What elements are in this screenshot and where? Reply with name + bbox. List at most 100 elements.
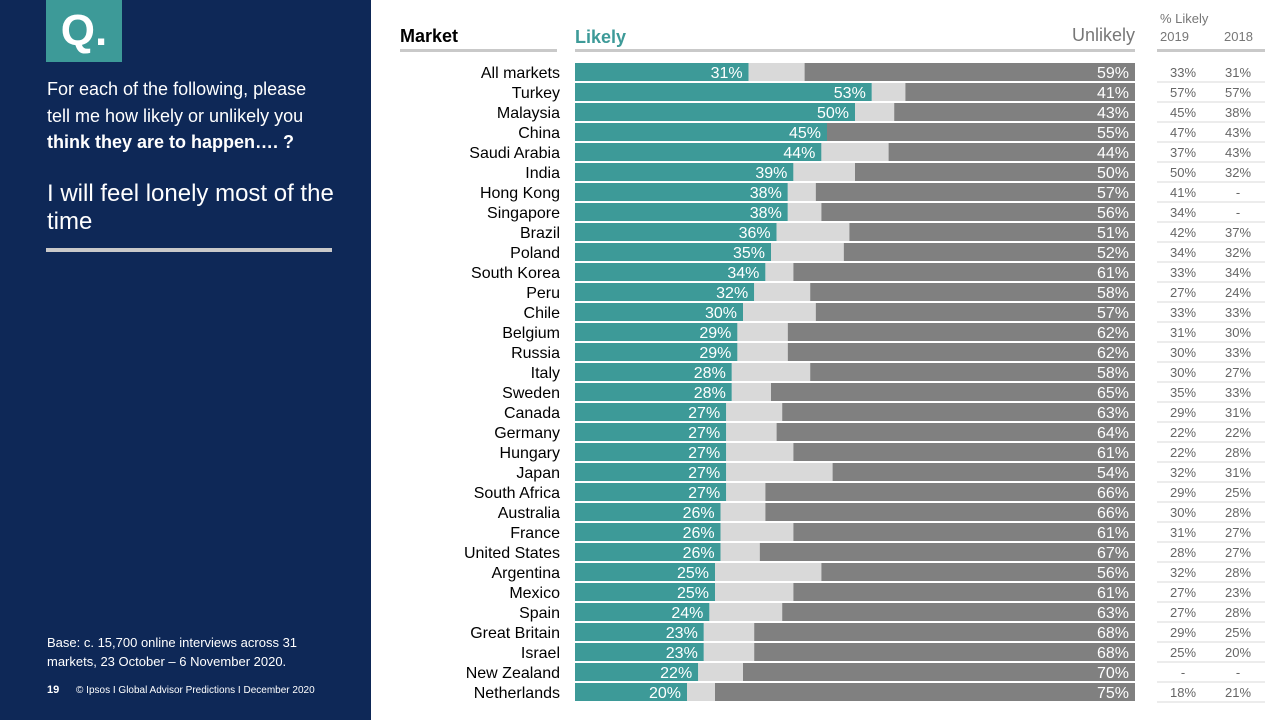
bar-unlikely	[843, 243, 1135, 261]
trend-2019-value: 34%	[1170, 205, 1196, 220]
bar-likely	[575, 403, 727, 421]
likely-value-label: 29%	[699, 325, 731, 342]
header-unlikely: Unlikely	[1071, 25, 1135, 45]
bar-neutral	[726, 463, 833, 481]
trend-2018-value: 22%	[1225, 425, 1251, 440]
bar-likely	[575, 683, 687, 701]
market-label: Great Britain	[470, 625, 560, 642]
bar-neutral	[726, 443, 794, 461]
bar-unlikely	[815, 303, 1135, 321]
unlikely-value-label: 63%	[1097, 605, 1129, 622]
trend-2018-value: 57%	[1225, 85, 1251, 100]
likely-value-label: 23%	[666, 645, 698, 662]
trend-2018-value: 25%	[1225, 625, 1251, 640]
trend-2018-value: 24%	[1225, 285, 1251, 300]
bar-neutral	[703, 643, 755, 661]
trend-2019-value: 32%	[1170, 465, 1196, 480]
market-label: France	[510, 525, 560, 542]
bar-likely	[575, 183, 788, 201]
unlikely-value-label: 67%	[1097, 545, 1129, 562]
unlikely-value-label: 61%	[1097, 445, 1129, 462]
trend-2018-value: 32%	[1225, 245, 1251, 260]
question-panel: Q. For each of the following, please tel…	[0, 0, 371, 720]
trend-2018-value: 28%	[1225, 445, 1251, 460]
market-label: Italy	[531, 365, 560, 382]
likely-value-label: 38%	[750, 205, 782, 222]
bar-likely	[575, 483, 727, 501]
market-label: Netherlands	[474, 685, 560, 702]
bar-neutral	[754, 283, 811, 301]
bar-unlikely	[754, 643, 1135, 661]
trend-2018-value: 33%	[1225, 345, 1251, 360]
bar-likely	[575, 463, 727, 481]
bar-unlikely	[754, 623, 1135, 641]
trend-2019-value: 34%	[1170, 245, 1196, 260]
trend-2019-value: 27%	[1170, 585, 1196, 600]
bar-unlikely	[815, 183, 1135, 201]
likely-value-label: 25%	[677, 585, 709, 602]
likely-value-label: 53%	[834, 85, 866, 102]
header-bars-underline	[575, 49, 1135, 52]
bar-neutral	[855, 103, 895, 121]
market-label: Turkey	[512, 85, 560, 102]
footer-text: © Ipsos I Global Advisor Predictions I D…	[76, 685, 315, 696]
unlikely-value-label: 68%	[1097, 645, 1129, 662]
market-label: New Zealand	[466, 665, 560, 682]
bar-unlikely	[715, 683, 1135, 701]
unlikely-value-label: 70%	[1097, 665, 1129, 682]
bar-neutral	[743, 303, 816, 321]
trend-2019-value: -	[1181, 665, 1185, 680]
likely-value-label: 28%	[694, 385, 726, 402]
bar-unlikely	[855, 163, 1135, 181]
q-badge: Q.	[46, 0, 122, 62]
question-line-2: tell me how likely or unlikely you	[47, 105, 304, 126]
bar-unlikely	[743, 663, 1135, 681]
bar-unlikely	[849, 223, 1135, 241]
likely-value-label: 27%	[688, 465, 720, 482]
bar-neutral	[765, 263, 794, 281]
bar-unlikely	[787, 323, 1135, 341]
unlikely-value-label: 62%	[1097, 325, 1129, 342]
statement-text: I will feel lonely most of the time	[47, 180, 334, 235]
bar-unlikely	[821, 203, 1135, 221]
market-label: Brazil	[520, 225, 560, 242]
trend-2019-value: 30%	[1170, 365, 1196, 380]
question-line-3: think they are to happen…. ?	[47, 132, 295, 152]
unlikely-value-label: 51%	[1097, 225, 1129, 242]
trend-2018-value: 27%	[1225, 545, 1251, 560]
trend-2018-value: 31%	[1225, 65, 1251, 80]
bar-neutral	[771, 243, 844, 261]
bar-unlikely	[771, 383, 1135, 401]
bar-unlikely	[793, 443, 1135, 461]
bar-neutral	[737, 343, 788, 361]
market-label: United States	[464, 545, 560, 562]
market-label: Mexico	[509, 585, 560, 602]
trend-2018-value: 31%	[1225, 405, 1251, 420]
likely-value-label: 44%	[783, 145, 815, 162]
trend-2018-value: 21%	[1225, 685, 1251, 700]
trend-2019-value: 18%	[1170, 685, 1196, 700]
header-likely: Likely	[575, 27, 627, 47]
trend-2019-value: 35%	[1170, 385, 1196, 400]
unlikely-value-label: 44%	[1097, 145, 1129, 162]
bar-unlikely	[765, 483, 1135, 501]
unlikely-value-label: 57%	[1097, 185, 1129, 202]
trend-2019-value: 50%	[1170, 165, 1196, 180]
market-label: China	[518, 125, 560, 142]
likely-value-label: 27%	[688, 425, 720, 442]
trend-2019-value: 29%	[1170, 405, 1196, 420]
bar-likely	[575, 223, 777, 241]
bar-likely	[575, 323, 738, 341]
base-note: Base: c. 15,700 online interviews across…	[47, 635, 298, 669]
market-label: Chile	[524, 305, 561, 322]
page-number: 19	[47, 684, 60, 696]
likely-value-label: 31%	[711, 65, 743, 82]
market-label: Germany	[494, 425, 560, 442]
header-trend-underline	[1157, 49, 1265, 52]
trend-2018-value: -	[1236, 665, 1240, 680]
bar-unlikely	[894, 103, 1135, 121]
trend-2018-value: 32%	[1225, 165, 1251, 180]
market-label: Israel	[521, 645, 560, 662]
trend-2019-value: 42%	[1170, 225, 1196, 240]
unlikely-value-label: 61%	[1097, 525, 1129, 542]
